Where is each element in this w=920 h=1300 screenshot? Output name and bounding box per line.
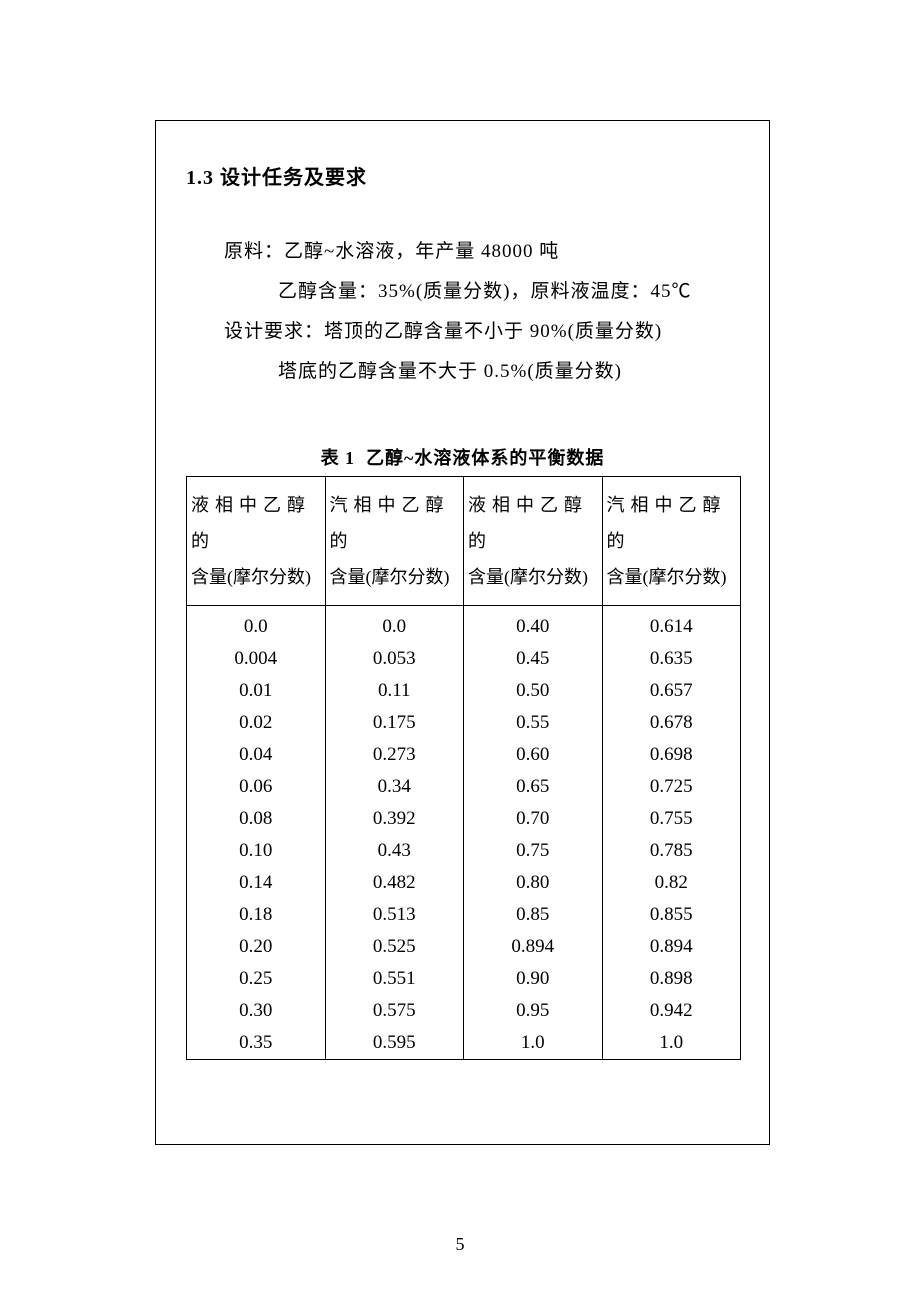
table-cell: 0.20: [187, 931, 326, 963]
col-header-2: 汽相中乙醇的 含量(摩尔分数): [325, 476, 464, 605]
table-cell: 0.43: [325, 835, 464, 867]
table-cell: 0.85: [464, 899, 603, 931]
table-cell: 0.513: [325, 899, 464, 931]
table-cell: 0.614: [602, 605, 741, 643]
table-cell: 0.70: [464, 803, 603, 835]
body-line-1: 原料：乙醇~水溶液，年产量 48000 吨: [186, 232, 739, 272]
table-cell: 0.678: [602, 707, 741, 739]
table-cell: 0.25: [187, 963, 326, 995]
table-cell: 0.60: [464, 739, 603, 771]
table-body: 0.00.00.400.6140.0040.0530.450.6350.010.…: [187, 605, 741, 1059]
table-row: 0.250.5510.900.898: [187, 963, 741, 995]
table-cell: 0.053: [325, 643, 464, 675]
table-row: 0.140.4820.800.82: [187, 867, 741, 899]
table-header-row: 液相中乙醇的 含量(摩尔分数) 汽相中乙醇的 含量(摩尔分数) 液相中乙醇的 含…: [187, 476, 741, 605]
table-cell: 0.06: [187, 771, 326, 803]
table-row: 0.300.5750.950.942: [187, 995, 741, 1027]
table-row: 0.00.00.400.614: [187, 605, 741, 643]
table-row: 0.200.5250.8940.894: [187, 931, 741, 963]
table-row: 0.0040.0530.450.635: [187, 643, 741, 675]
table-cell: 0.635: [602, 643, 741, 675]
body-line-3: 设计要求：塔顶的乙醇含量不小于 90%(质量分数): [186, 312, 739, 352]
table-cell: 0.0: [325, 605, 464, 643]
table-cell: 0.273: [325, 739, 464, 771]
table-cell: 0.004: [187, 643, 326, 675]
table-row: 0.350.5951.01.0: [187, 1027, 741, 1060]
body-line-4: 塔底的乙醇含量不大于 0.5%(质量分数): [186, 352, 739, 392]
table-cell: 0.01: [187, 675, 326, 707]
table-row: 0.060.340.650.725: [187, 771, 741, 803]
table-cell: 0.175: [325, 707, 464, 739]
table-row: 0.010.110.500.657: [187, 675, 741, 707]
table-row: 0.080.3920.700.755: [187, 803, 741, 835]
table-cell: 0.698: [602, 739, 741, 771]
table-cell: 0.02: [187, 707, 326, 739]
table-cell: 0.40: [464, 605, 603, 643]
table-cell: 0.65: [464, 771, 603, 803]
table-cell: 0.595: [325, 1027, 464, 1060]
page-frame: 1.3 设计任务及要求 原料：乙醇~水溶液，年产量 48000 吨 乙醇含量：3…: [155, 120, 770, 1145]
section-heading: 1.3 设计任务及要求: [186, 161, 739, 190]
table-cell: 0.575: [325, 995, 464, 1027]
table-cell: 0.50: [464, 675, 603, 707]
table-cell: 0.10: [187, 835, 326, 867]
table-row: 0.040.2730.600.698: [187, 739, 741, 771]
table-cell: 0.855: [602, 899, 741, 931]
table-row: 0.020.1750.550.678: [187, 707, 741, 739]
table-cell: 0.18: [187, 899, 326, 931]
table-cell: 0.551: [325, 963, 464, 995]
section-number: 1.3: [186, 167, 214, 189]
table-cell: 0.75: [464, 835, 603, 867]
table-cell: 0.0: [187, 605, 326, 643]
table-cell: 0.898: [602, 963, 741, 995]
table-cell: 0.894: [464, 931, 603, 963]
col-header-4: 汽相中乙醇的 含量(摩尔分数): [602, 476, 741, 605]
section-title-text: 设计任务及要求: [220, 167, 367, 189]
body-line-2: 乙醇含量：35%(质量分数)，原料液温度：45℃: [186, 272, 739, 312]
table-cell: 0.14: [187, 867, 326, 899]
table-cell: 0.04: [187, 739, 326, 771]
table-caption: 表 1 乙醇~水溶液体系的平衡数据: [186, 444, 739, 470]
table-cell: 0.392: [325, 803, 464, 835]
table-cell: 0.35: [187, 1027, 326, 1060]
table-cell: 0.82: [602, 867, 741, 899]
table-row: 0.100.430.750.785: [187, 835, 741, 867]
table-caption-prefix: 表 1: [321, 448, 356, 468]
table-cell: 1.0: [464, 1027, 603, 1060]
table-cell: 0.11: [325, 675, 464, 707]
table-cell: 1.0: [602, 1027, 741, 1060]
table-row: 0.180.5130.850.855: [187, 899, 741, 931]
table-cell: 0.45: [464, 643, 603, 675]
table-cell: 0.755: [602, 803, 741, 835]
table-cell: 0.80: [464, 867, 603, 899]
table-cell: 0.30: [187, 995, 326, 1027]
table-cell: 0.725: [602, 771, 741, 803]
col-header-1: 液相中乙醇的 含量(摩尔分数): [187, 476, 326, 605]
table-cell: 0.785: [602, 835, 741, 867]
table-cell: 0.55: [464, 707, 603, 739]
table-cell: 0.942: [602, 995, 741, 1027]
table-cell: 0.525: [325, 931, 464, 963]
table-caption-text: 乙醇~水溶液体系的平衡数据: [366, 448, 604, 468]
table-cell: 0.34: [325, 771, 464, 803]
table-cell: 0.482: [325, 867, 464, 899]
table-cell: 0.08: [187, 803, 326, 835]
table-cell: 0.657: [602, 675, 741, 707]
table-cell: 0.95: [464, 995, 603, 1027]
table-cell: 0.894: [602, 931, 741, 963]
equilibrium-table: 液相中乙醇的 含量(摩尔分数) 汽相中乙醇的 含量(摩尔分数) 液相中乙醇的 含…: [186, 476, 741, 1060]
col-header-3: 液相中乙醇的 含量(摩尔分数): [464, 476, 603, 605]
page-number: 5: [0, 1234, 920, 1255]
table-cell: 0.90: [464, 963, 603, 995]
